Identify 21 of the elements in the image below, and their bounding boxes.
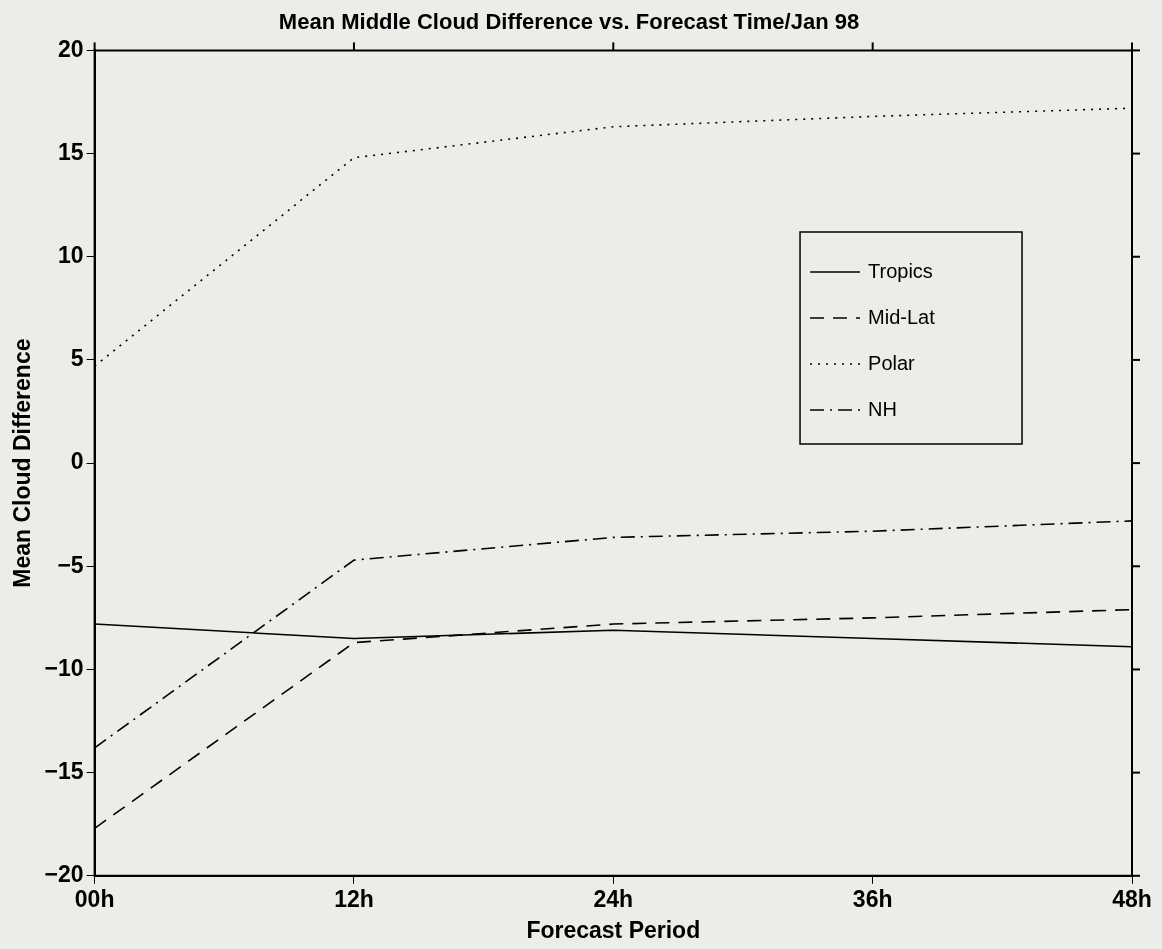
x-tick-label: 00h — [74, 885, 115, 912]
chart-title: Mean Middle Cloud Difference vs. Forecast Time/Jan 98 — [278, 9, 860, 35]
legend-label: NH — [868, 397, 897, 420]
x-tick-label: 24h — [593, 885, 634, 912]
y-tick-label: −15 — [44, 757, 84, 784]
y-tick-label: −5 — [57, 551, 84, 578]
x-axis-title: Forecast Period — [526, 916, 701, 943]
x-tick-label: 36h — [852, 885, 893, 912]
y-axis-title: Mean Cloud Difference — [9, 338, 36, 588]
legend-label: Mid-Lat — [868, 305, 936, 328]
y-tick-label: 10 — [58, 242, 84, 269]
legend-label: Polar — [868, 351, 916, 374]
y-tick-label: 0 — [70, 448, 84, 475]
y-tick-label: 5 — [70, 345, 84, 372]
x-tick-label: 12h — [334, 885, 374, 912]
x-tick-label: 48h — [1112, 885, 1152, 912]
legend-label: Tropics — [868, 259, 933, 282]
y-tick-label: −20 — [44, 861, 84, 888]
y-tick-label: 20 — [58, 35, 84, 62]
y-tick-label: 15 — [58, 138, 84, 165]
y-tick-label: −10 — [44, 654, 84, 681]
